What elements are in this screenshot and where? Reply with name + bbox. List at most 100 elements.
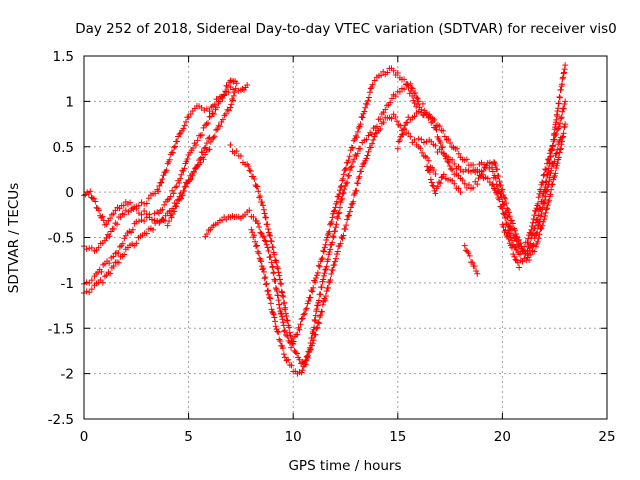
data-point [412,89,419,96]
data-point [331,207,338,214]
data-point [267,253,274,260]
data-point [343,165,350,172]
data-point [556,149,563,156]
data-point [299,367,306,374]
data-point [364,101,371,108]
data-point [511,234,518,241]
data-point [189,172,196,179]
data-point [322,241,329,248]
data-point [528,226,535,233]
data-point [455,150,462,157]
data-point [286,324,293,331]
data-point [181,183,188,190]
data-point [479,171,486,178]
data-point [546,160,553,167]
data-point [235,87,242,94]
data-point [505,222,512,229]
data-point [324,234,331,241]
data-point [539,179,546,186]
data-point [280,293,287,300]
data-point [341,186,348,193]
data-point [275,329,282,336]
data-point [394,70,401,77]
data-point [536,190,543,197]
data-point [349,159,356,166]
data-point [497,190,504,197]
data-point [88,286,95,293]
data-point [524,247,531,254]
data-point [334,248,341,255]
data-point [316,297,323,304]
data-point [446,162,453,169]
data-point [407,133,414,140]
data-point [542,178,549,185]
data-point [258,258,265,265]
data-point [267,237,274,244]
data-point [276,272,283,279]
data-point [554,160,561,167]
data-point [470,161,477,168]
data-point [269,244,276,251]
data-point [545,165,552,172]
data-point [530,216,537,223]
data-point [365,148,372,155]
data-point [297,321,304,328]
data-point [397,122,404,129]
data-point [326,228,333,235]
data-point [550,142,557,149]
series-track-d [81,134,213,229]
data-point [256,223,263,230]
data-point [527,240,534,247]
data-point [287,332,294,339]
data-point [334,213,341,220]
data-point [304,354,311,361]
data-point [407,80,414,87]
data-point [281,354,288,361]
data-point [294,331,301,338]
data-point [367,144,374,151]
data-point [354,180,361,187]
data-point [219,116,226,123]
data-point [305,297,312,304]
data-point [266,294,273,301]
data-point [184,155,191,162]
data-point [537,225,544,232]
data-point [313,306,320,313]
data-point [443,153,450,160]
data-point [335,210,342,217]
data-point [159,176,166,183]
data-point [559,138,566,145]
data-point [179,192,186,199]
data-point [491,158,498,165]
data-point [88,277,95,284]
data-point [540,190,547,197]
data-point [348,163,355,170]
data-point [201,145,208,152]
data-point [322,266,329,273]
data-point [319,301,326,308]
data-point [206,113,213,120]
data-point [164,196,171,203]
data-point [321,248,328,255]
data-point [229,95,236,102]
data-point [548,147,555,154]
data-point [392,93,399,100]
data-point [271,314,278,321]
data-point [176,131,183,138]
data-point [555,100,562,107]
data-point [197,155,204,162]
data-point [532,243,539,250]
data-point [380,119,387,126]
data-point [356,173,363,180]
data-point [400,131,407,138]
x-tick-label: 25 [598,429,615,445]
data-point [560,105,567,112]
data-point [538,198,545,205]
data-point [312,331,319,338]
data-point [276,301,283,308]
data-point [309,288,316,295]
data-point [88,244,95,251]
data-point [459,176,466,183]
data-point [484,175,491,182]
data-point [543,179,550,186]
